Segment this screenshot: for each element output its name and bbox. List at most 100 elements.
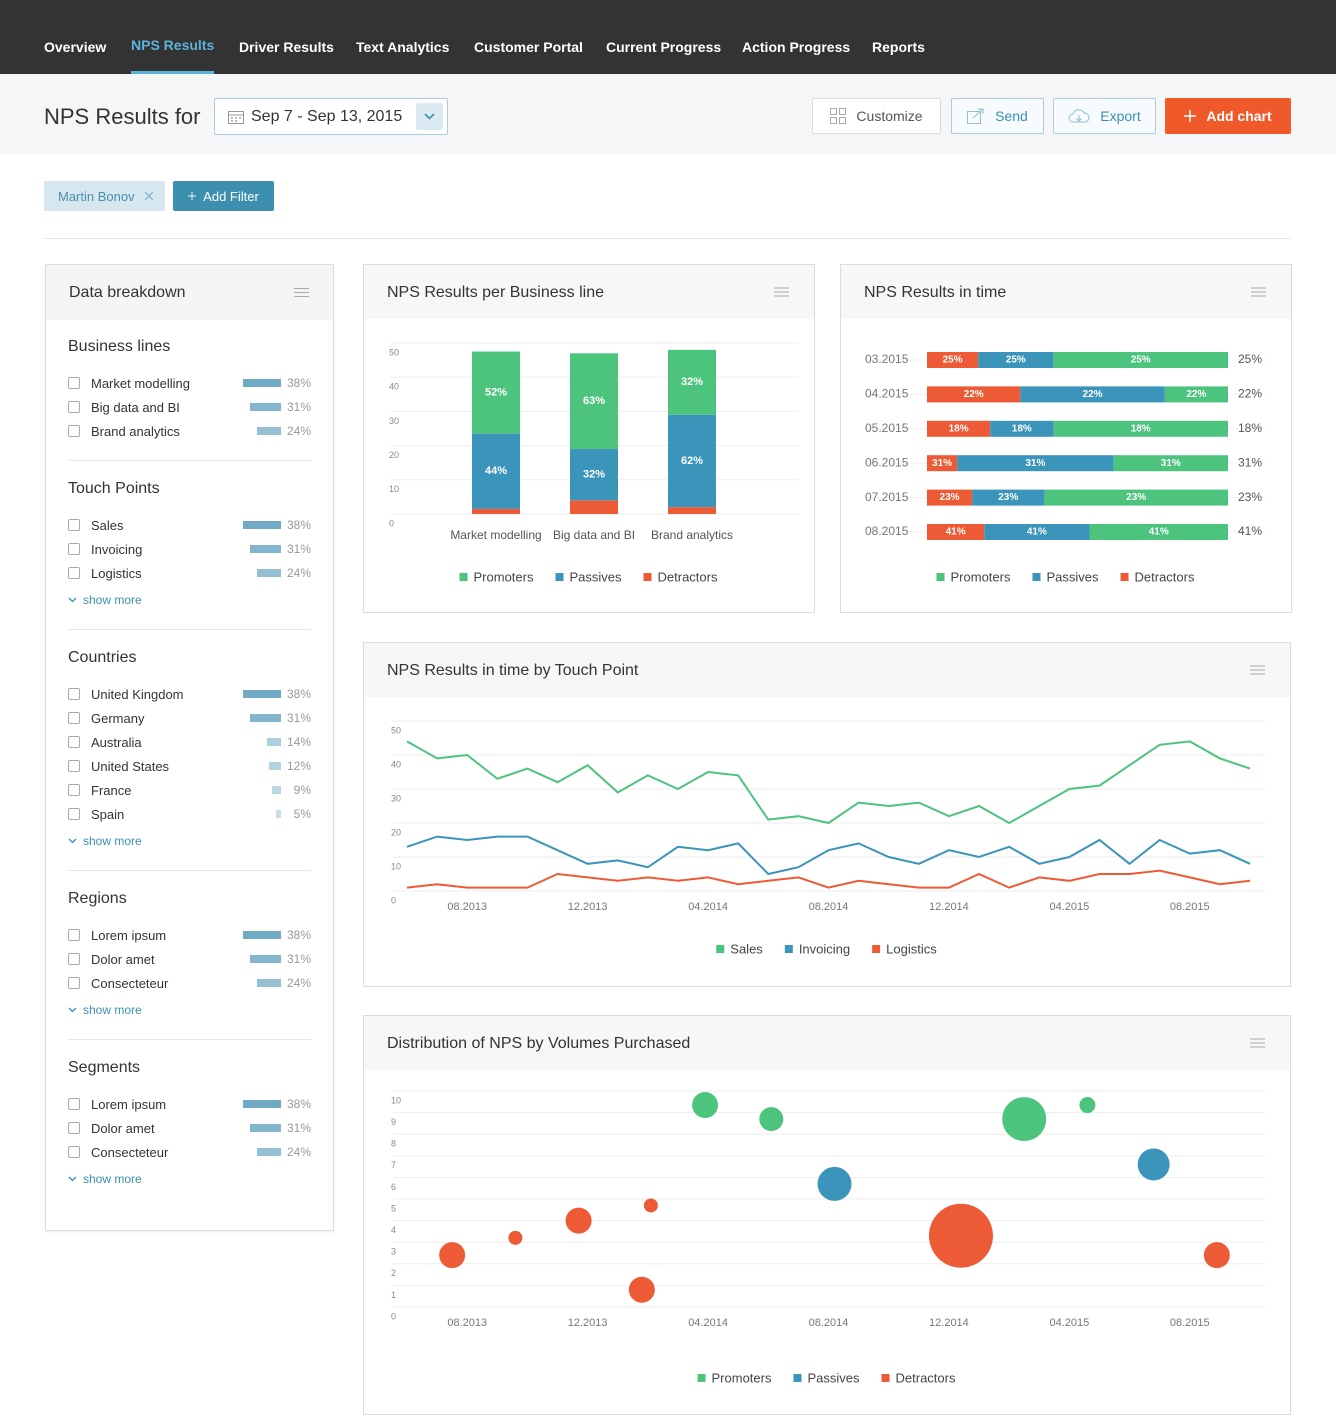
bubble[interactable]: [1002, 1097, 1047, 1142]
y-tick-label: 8: [391, 1139, 396, 1149]
filter-item: Lorem ipsum 38%: [68, 1092, 311, 1116]
menu-icon[interactable]: [294, 287, 309, 298]
checkbox[interactable]: [68, 1098, 80, 1110]
checkbox[interactable]: [68, 736, 80, 748]
menu-icon[interactable]: [774, 287, 789, 297]
bar-segment: [472, 508, 520, 514]
send-button[interactable]: Send: [951, 98, 1044, 134]
checkbox[interactable]: [68, 1122, 80, 1134]
share-label: 14%: [286, 735, 311, 749]
show-more[interactable]: show more: [68, 588, 311, 612]
page-title: NPS Results for: [44, 104, 201, 129]
legend-swatch: [697, 1374, 706, 1382]
share-bar: [272, 786, 281, 794]
y-tick-label: 50: [389, 347, 399, 357]
bubble[interactable]: [628, 1276, 655, 1303]
segment-label: 32%: [583, 469, 605, 481]
nav-tab[interactable]: NPS Results: [131, 0, 215, 74]
checkbox[interactable]: [68, 401, 80, 413]
share-label: 5%: [293, 807, 311, 821]
share-label: 31%: [286, 400, 311, 414]
bubble[interactable]: [565, 1207, 592, 1234]
share-bar: [269, 762, 281, 770]
bubble[interactable]: [643, 1198, 658, 1213]
bubble[interactable]: [1137, 1148, 1170, 1181]
x-tick-label: 08.2015: [1170, 1317, 1210, 1329]
nav-tab[interactable]: Driver Results: [239, 39, 334, 55]
group-title: Countries: [68, 649, 137, 666]
bubble[interactable]: [508, 1230, 523, 1245]
item-label: Consecteteur: [91, 975, 169, 991]
nav-tab[interactable]: Customer Portal: [474, 39, 583, 55]
checkbox[interactable]: [68, 977, 80, 989]
share-label: 31%: [286, 1121, 311, 1135]
row-total-label: 31%: [1238, 455, 1262, 469]
filter-chip[interactable]: Martin Bonov: [44, 181, 165, 211]
checkbox[interactable]: [68, 929, 80, 941]
nav-tab[interactable]: Reports: [872, 39, 925, 55]
item-label: Germany: [91, 710, 145, 726]
data-breakdown-panel: Data breakdown Business lines Market mode…: [45, 264, 334, 1231]
bubble[interactable]: [692, 1092, 719, 1119]
x-tick-label: 08.2015: [1170, 901, 1210, 913]
y-tick-label: 10: [391, 1095, 401, 1105]
menu-icon[interactable]: [1250, 1038, 1265, 1048]
checkbox[interactable]: [68, 425, 80, 437]
y-tick-label: 50: [391, 725, 401, 735]
bar-segment: [668, 349, 716, 415]
bubble[interactable]: [439, 1242, 466, 1269]
nav-tab[interactable]: Overview: [44, 39, 107, 55]
date-dropdown[interactable]: [416, 103, 443, 130]
y-tick-label: 4: [391, 1225, 396, 1235]
date-picker[interactable]: Sep 7 - Sep 13, 2015: [214, 98, 448, 135]
checkbox[interactable]: [68, 953, 80, 965]
menu-icon[interactable]: [1251, 287, 1266, 297]
share-bar: [243, 521, 281, 529]
item-label: Brand analytics: [91, 423, 180, 439]
chevron-icon: [424, 113, 435, 120]
item-label: United Kingdom: [91, 686, 184, 702]
add-chart-button[interactable]: Add chart: [1165, 98, 1291, 134]
category-label: 07.2015: [865, 490, 909, 504]
nav-tab[interactable]: Text Analytics: [356, 39, 450, 55]
remove-icon[interactable]: [144, 192, 153, 200]
bubble[interactable]: [928, 1203, 993, 1268]
show-more[interactable]: show more: [68, 998, 311, 1022]
share-bar: [243, 379, 281, 387]
bubble[interactable]: [1203, 1242, 1230, 1269]
bar-segment: [1044, 489, 1228, 506]
filter-item: Australia 14%: [68, 730, 311, 754]
legend-swatch: [784, 945, 793, 953]
show-more[interactable]: show more: [68, 1167, 311, 1191]
show-more[interactable]: show more: [68, 829, 311, 853]
checkbox[interactable]: [68, 519, 80, 531]
checkbox[interactable]: [68, 543, 80, 555]
x-tick-label: 12.2014: [929, 1317, 969, 1329]
bubble[interactable]: [759, 1107, 784, 1132]
segment-label: 25%: [943, 355, 963, 366]
add-filter-button[interactable]: Add Filter: [173, 181, 274, 211]
checkbox[interactable]: [68, 567, 80, 579]
checkbox[interactable]: [68, 1146, 80, 1158]
checkbox[interactable]: [68, 712, 80, 724]
bubble[interactable]: [1079, 1097, 1096, 1114]
show-more-label: show more: [83, 834, 142, 848]
category-label: 08.2015: [865, 524, 909, 538]
checkbox[interactable]: [68, 784, 80, 796]
checkbox[interactable]: [68, 808, 80, 820]
button-label: Customize: [856, 108, 923, 124]
checkbox[interactable]: [68, 377, 80, 389]
nav-tab[interactable]: Action Progress: [742, 39, 851, 55]
checkbox[interactable]: [68, 760, 80, 772]
checkbox[interactable]: [68, 688, 80, 700]
item-label: Market modelling: [91, 375, 190, 391]
grid-icon: [830, 108, 847, 124]
nav-tab[interactable]: Current Progress: [606, 39, 722, 55]
export-button[interactable]: Export: [1053, 98, 1156, 134]
y-tick-label: 30: [389, 416, 399, 426]
customize-button[interactable]: Customize: [812, 98, 941, 134]
menu-icon[interactable]: [1250, 665, 1265, 675]
share-bar: [250, 1124, 281, 1132]
bubble[interactable]: [817, 1166, 852, 1201]
segment-label: 18%: [949, 423, 969, 434]
